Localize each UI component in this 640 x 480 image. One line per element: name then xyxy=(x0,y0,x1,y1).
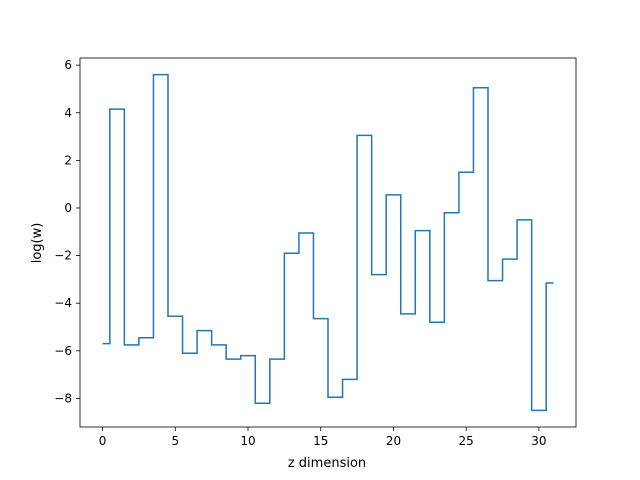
y-tick-label: −6 xyxy=(54,344,72,358)
x-axis: 0 5 10 15 20 25 30 xyxy=(99,427,547,448)
x-axis-label: z dimension xyxy=(288,456,366,471)
x-tick-label: 0 xyxy=(99,434,107,448)
series-line xyxy=(102,73,554,412)
y-tick-label: −4 xyxy=(54,296,72,310)
y-tick-label: 0 xyxy=(64,201,72,215)
y-tick-label: −2 xyxy=(54,249,72,263)
x-tick-label: 5 xyxy=(171,434,179,448)
x-tick-label: 25 xyxy=(459,434,474,448)
x-tick-label: 10 xyxy=(240,434,255,448)
x-tick-label: 20 xyxy=(386,434,401,448)
series-layer xyxy=(102,73,554,412)
axes-frame xyxy=(79,57,577,428)
x-tick-label: 30 xyxy=(531,434,546,448)
y-tick-label: 6 xyxy=(64,58,72,72)
y-tick-label: 4 xyxy=(64,106,72,120)
y-tick-label: −8 xyxy=(54,391,72,405)
x-tick-label: 15 xyxy=(313,434,328,448)
y-axis-label: log(w) xyxy=(30,223,45,264)
y-tick-label: 2 xyxy=(64,153,72,167)
y-axis: −8 −6 −4 −2 0 2 4 6 xyxy=(54,58,80,405)
